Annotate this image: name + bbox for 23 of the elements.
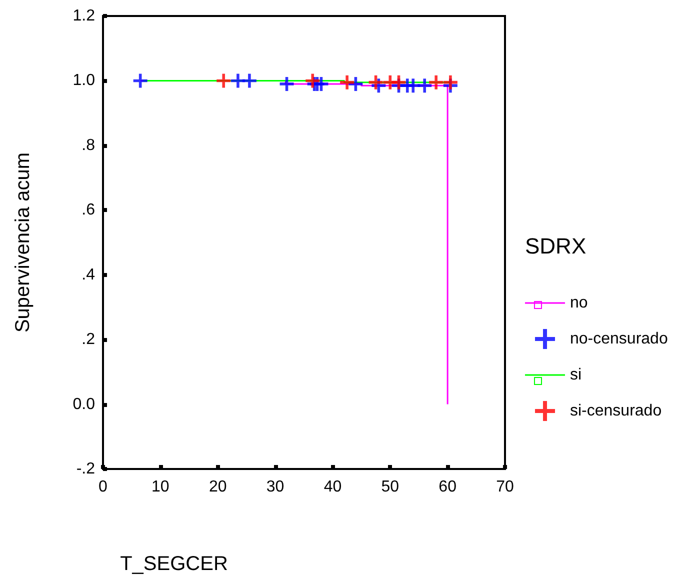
x-tick-label: 0 — [98, 478, 108, 496]
y-tick-label: 1.0 — [72, 72, 96, 90]
x-tick-label: 10 — [152, 478, 170, 496]
x-axis-title: T_SEGCER — [120, 553, 228, 575]
y-axis-title: Supervivencia acum — [12, 152, 34, 333]
y-tick-label: .2 — [82, 331, 96, 348]
y-tick-label: .6 — [82, 202, 96, 219]
x-tick-label: 40 — [324, 478, 342, 496]
legend-title: SDRX — [525, 234, 586, 258]
legend-label: si — [570, 366, 582, 384]
y-tick-label: 1.2 — [72, 8, 96, 24]
y-tick-label: -.2 — [76, 460, 96, 478]
legend-label: no-censurado — [570, 330, 668, 348]
x-tick-label: 30 — [266, 478, 284, 496]
y-tick-label: .4 — [82, 266, 96, 284]
x-tick-label: 50 — [381, 478, 400, 496]
x-tick-label: 70 — [496, 478, 514, 496]
y-tick-label: .8 — [82, 136, 96, 154]
legend-label: no — [570, 294, 588, 312]
y-tick-label: 0.0 — [72, 396, 96, 413]
x-tick-label: 20 — [208, 478, 227, 496]
x-tick-label: 60 — [438, 478, 457, 496]
legend-label: si-censurado — [570, 402, 662, 420]
